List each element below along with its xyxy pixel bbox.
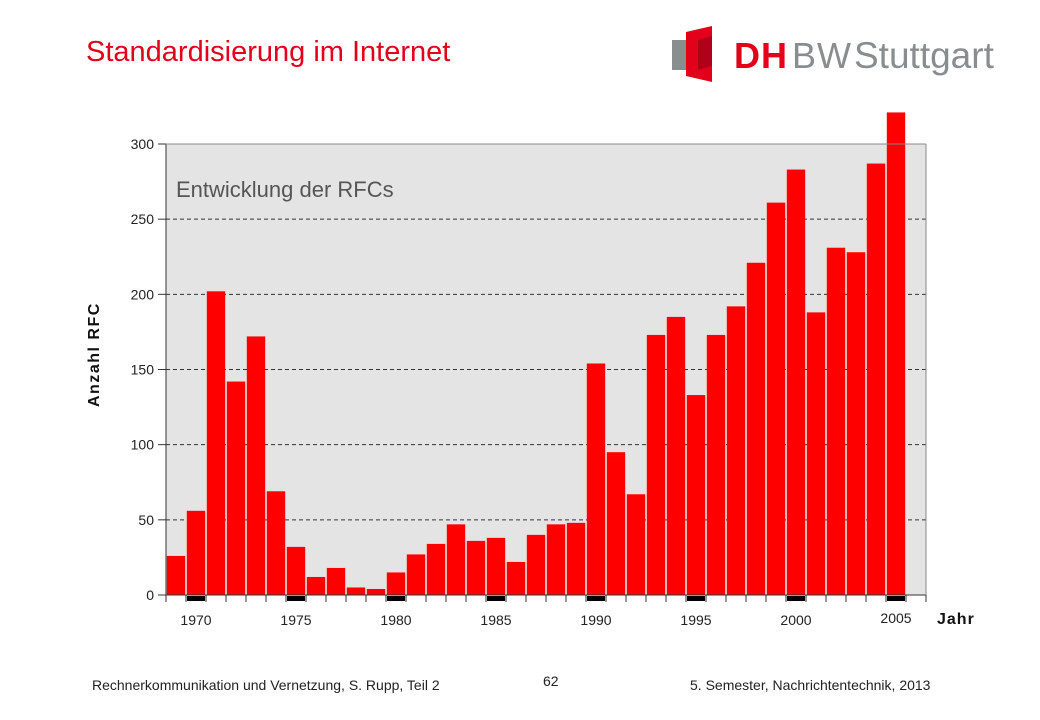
x-tick-label: 1980 — [380, 612, 411, 628]
footer-left: Rechnerkommunikation und Vernetzung, S. … — [92, 677, 440, 693]
bar — [826, 247, 846, 596]
y-tick-label: 200 — [131, 286, 155, 302]
chart-title: Entwicklung der RFCs — [176, 177, 394, 202]
bar — [606, 452, 626, 595]
bar — [466, 540, 486, 595]
x-tick-marker — [587, 596, 605, 601]
bar — [546, 524, 566, 595]
bar — [586, 363, 606, 595]
x-axis-label: Jahr — [937, 611, 975, 628]
y-tick-label: 50 — [138, 512, 154, 528]
y-axis-label: Anzahl RFC — [86, 302, 103, 407]
x-tick-marker — [487, 596, 505, 601]
bar — [766, 202, 786, 595]
bar — [726, 306, 746, 595]
bar — [686, 395, 706, 595]
bar — [506, 561, 526, 595]
bar — [166, 555, 186, 595]
dhbw-logo: DH BW Stuttgart — [672, 26, 994, 86]
page-number: 62 — [543, 673, 559, 689]
slide-title: Standardisierung im Internet — [86, 36, 451, 68]
bar — [806, 312, 826, 595]
bar — [866, 163, 886, 595]
y-tick-label: 300 — [131, 136, 155, 152]
bar — [526, 534, 546, 595]
bar — [486, 537, 506, 595]
bar — [346, 587, 366, 595]
y-tick-label: 0 — [146, 587, 154, 603]
x-tick-marker — [787, 596, 805, 601]
bar — [206, 291, 226, 595]
x-tick-marker — [887, 596, 905, 601]
bar — [706, 334, 726, 595]
x-ticks-group: 1970 1975 1980 1985 1990 1995 2000 2005 — [165, 595, 927, 628]
x-tick-label: 2005 — [880, 610, 911, 626]
bar — [646, 334, 666, 595]
bar — [566, 522, 586, 595]
bar — [746, 262, 766, 595]
bar — [406, 554, 426, 595]
x-tick-label: 1985 — [480, 612, 511, 628]
x-tick-label: 2000 — [780, 612, 811, 628]
y-tick-label: 100 — [131, 437, 155, 453]
bar — [246, 336, 266, 595]
x-tick-marker — [687, 596, 705, 601]
x-tick-marker — [387, 596, 405, 601]
dhbw-logo-mark-icon — [672, 26, 712, 82]
bar — [846, 252, 866, 596]
bars-group — [166, 112, 906, 596]
x-tick-marker — [287, 596, 305, 601]
x-tick-label: 1975 — [280, 612, 311, 628]
footer-right: 5. Semester, Nachrichtentechnik, 2013 — [690, 677, 931, 693]
bar — [306, 576, 326, 595]
bar — [626, 494, 646, 595]
bar — [886, 112, 906, 596]
bar — [286, 546, 306, 595]
bar — [386, 572, 406, 595]
bar — [446, 524, 466, 595]
bar — [326, 567, 346, 595]
bar — [426, 543, 446, 595]
y-tick-label: 250 — [131, 211, 155, 227]
bar — [226, 381, 246, 595]
x-tick-label: 1995 — [680, 612, 711, 628]
y-ticks-group: 0 50 100 150 200 250 300 — [131, 136, 166, 603]
x-tick-marker — [187, 596, 205, 601]
bar — [366, 588, 386, 595]
logo-text-city: Stuttgart — [854, 35, 994, 76]
logo-text-dh: DH — [734, 35, 788, 76]
bar — [186, 510, 206, 595]
y-tick-label: 150 — [131, 362, 155, 378]
logo-text-bw: BW — [792, 35, 852, 76]
bar — [266, 491, 286, 595]
bar — [786, 169, 806, 595]
x-tick-label: 1970 — [180, 612, 211, 628]
bar — [666, 316, 686, 595]
x-tick-label: 1990 — [580, 612, 611, 628]
